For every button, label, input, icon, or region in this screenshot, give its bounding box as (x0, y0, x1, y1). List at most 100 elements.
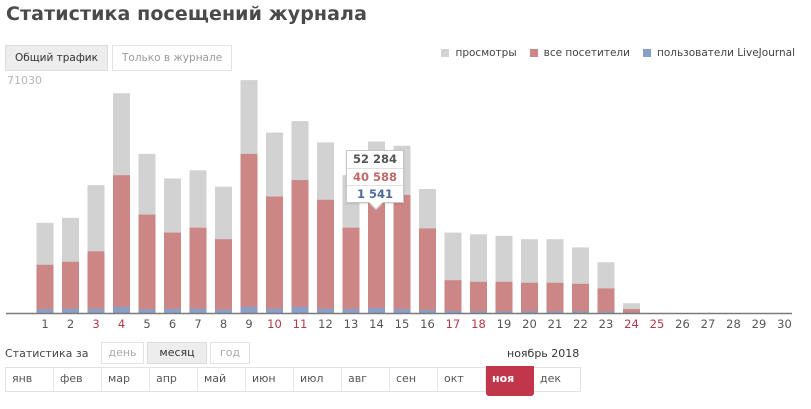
legend-item-lj-users: пользователи LiveJournal (642, 47, 795, 59)
chart-area: 71030 1 2 3 4 5 6 7 8 9 10 11 12 13 14 15 16 17 18 19 20 21 22… (0, 70, 811, 340)
bar-lj-users-20 (521, 311, 538, 313)
bar-lj-users-3 (87, 308, 105, 313)
bar-lj-users-14 (368, 307, 385, 313)
x-tick-label-15: 15 (395, 317, 410, 331)
month-apr[interactable]: апр (150, 368, 198, 391)
page-title: Статистика посещений журнала (6, 3, 367, 25)
bar-visitors-2 (62, 261, 79, 313)
month-may[interactable]: май (198, 368, 246, 391)
bar-visitors-20 (521, 282, 538, 313)
legend-item-visitors: все посетители (529, 47, 630, 59)
legend-label-lj-users: пользователи LiveJournal (656, 47, 795, 59)
legend-swatch-visitors (529, 49, 538, 57)
x-tick-label-16: 16 (420, 317, 435, 331)
month-mar[interactable]: мар (102, 368, 150, 391)
x-tick-label-14: 14 (369, 317, 384, 331)
x-tick-label-24: 24 (624, 317, 639, 331)
month-dec[interactable]: дек (540, 372, 562, 385)
x-tick-label-25: 25 (650, 317, 665, 331)
bar-visitors-3 (87, 251, 105, 313)
bar-visitors-17 (444, 280, 462, 313)
bar-visitors-13 (342, 227, 360, 313)
x-tick-label-4: 4 (118, 317, 125, 331)
legend-swatch-lj-users (642, 49, 651, 57)
legend-swatch-views (441, 49, 450, 57)
bar-lj-users-9 (240, 306, 258, 313)
bar-lj-users-19 (495, 311, 513, 313)
bar-lj-users-11 (291, 306, 309, 313)
month-jan[interactable]: янв (6, 368, 54, 391)
x-tick-label-6: 6 (169, 317, 176, 331)
period-day-button[interactable]: день (101, 342, 144, 364)
month-jun[interactable]: июн (246, 368, 294, 391)
x-tick-label-30: 30 (777, 317, 792, 331)
bar-visitors-24 (623, 309, 640, 313)
bar-visitors-16 (419, 228, 436, 313)
x-tick-label-28: 28 (726, 317, 741, 331)
y-max-label: 71030 (7, 74, 42, 87)
month-feb[interactable]: фев (54, 368, 102, 391)
month-aug[interactable]: авг (342, 368, 390, 391)
bar-lj-users-18 (470, 311, 487, 313)
bar-visitors-7 (189, 227, 207, 313)
bar-lj-users-16 (419, 310, 436, 313)
month-jul[interactable]: июл (294, 368, 342, 391)
x-tick-label-19: 19 (497, 317, 512, 331)
bar-visitors-14 (368, 179, 385, 313)
tooltip-visitors-value: 40 588 (347, 168, 403, 185)
bar-visitors-15 (393, 194, 411, 313)
bar-visitors-23 (597, 288, 615, 313)
bar-visitors-10 (266, 196, 283, 313)
bar-lj-users-6 (164, 308, 181, 313)
x-tick-label-7: 7 (194, 317, 201, 331)
bar-lj-users-10 (266, 308, 283, 313)
bar-visitors-4 (113, 175, 130, 313)
legend-label-visitors: все посетители (543, 47, 630, 59)
chart-legend: просмотры все посетители пользователи Li… (428, 47, 795, 59)
month-selector: янв фев мар апр май июн июл авг сен окт … (5, 366, 581, 396)
tab-journal-only[interactable]: Только в журнале (111, 45, 233, 71)
bar-visitors-19 (495, 281, 513, 313)
x-tick-label-2: 2 (67, 317, 74, 331)
bar-visitors-21 (546, 282, 564, 313)
tab-total-traffic[interactable]: Общий трафик (5, 45, 108, 71)
x-tick-label-5: 5 (143, 317, 150, 331)
month-oct[interactable]: окт (438, 368, 486, 391)
x-tick-label-17: 17 (446, 317, 461, 331)
tooltip-lj-users-value: 1 541 (347, 185, 403, 202)
bar-lj-users-12 (317, 308, 334, 313)
period-label: Статистика за (5, 347, 89, 360)
bar-lj-users-1 (36, 309, 54, 313)
bar-lj-users-15 (393, 309, 411, 313)
month-sep[interactable]: сен (390, 368, 438, 391)
x-tick-label-13: 13 (344, 317, 359, 331)
bar-lj-users-7 (189, 308, 207, 313)
bar-visitors-8 (215, 239, 232, 313)
traffic-tabs: Общий трафик Только в журнале (5, 45, 236, 71)
bar-lj-users-21 (546, 311, 564, 313)
month-nov[interactable]: ноя (486, 366, 534, 396)
bar-views-24 (623, 303, 640, 313)
legend-item-views: просмотры (441, 47, 517, 59)
x-tick-label-23: 23 (599, 317, 614, 331)
x-tick-label-12: 12 (318, 317, 333, 331)
x-tick-label-22: 22 (573, 317, 588, 331)
bar-lj-users-4 (113, 306, 130, 313)
x-tick-label-27: 27 (701, 317, 716, 331)
bar-lj-users-22 (572, 311, 589, 313)
x-tick-label-10: 10 (267, 317, 282, 331)
period-year-button[interactable]: год (210, 342, 250, 364)
x-tick-label-20: 20 (522, 317, 537, 331)
bar-visitors-12 (317, 199, 334, 313)
bar-lj-users-8 (215, 309, 232, 313)
bar-visitors-5 (138, 214, 156, 313)
bar-visitors-9 (240, 153, 258, 313)
period-month-button[interactable]: месяц (147, 342, 207, 364)
bar-lj-users-2 (62, 308, 79, 313)
tooltip-views-value: 52 284 (352, 152, 397, 166)
bar-visitors-6 (164, 232, 181, 313)
bar-visitors-22 (572, 283, 589, 313)
x-tick-label-1: 1 (41, 317, 48, 331)
bar-visitors-1 (36, 264, 54, 313)
